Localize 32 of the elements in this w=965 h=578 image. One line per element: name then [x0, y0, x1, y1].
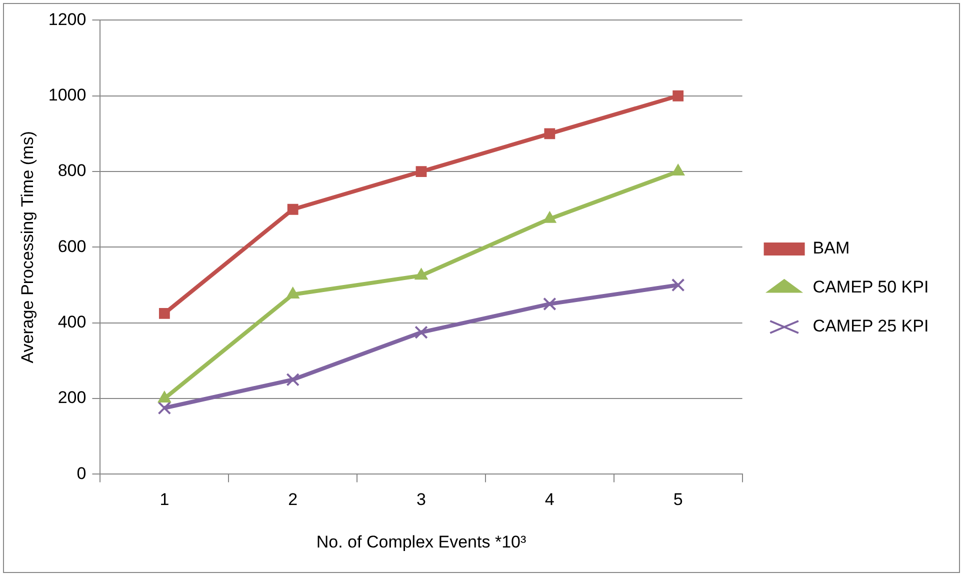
legend-label: BAM [812, 238, 850, 258]
point [158, 401, 172, 415]
point [416, 166, 427, 177]
y-tick-label: 1000 [48, 86, 86, 105]
x-tick-label: 5 [673, 490, 683, 510]
point [414, 268, 428, 280]
point [671, 278, 685, 292]
y-tick-label: 800 [58, 161, 86, 180]
point [672, 90, 684, 102]
point [286, 286, 300, 298]
y-tick-label: 400 [58, 312, 86, 332]
point [543, 297, 556, 311]
x-tick-label: 3 [416, 490, 426, 510]
y-tick-label: 0 [76, 464, 86, 483]
y-axis-title: Average Processing Time (ms) [18, 131, 37, 364]
point [286, 372, 300, 386]
x-tick-label: 1 [160, 490, 170, 510]
y-tick-label: 1200 [48, 10, 86, 29]
point [414, 326, 428, 339]
legend-label: CAMEP 25 KPI [812, 316, 929, 336]
x-axis-title: No. of Complex Events *10³ [316, 532, 526, 552]
y-tick-label: 200 [58, 388, 86, 408]
point [672, 164, 685, 176]
point [158, 308, 170, 319]
point [544, 128, 556, 140]
point [543, 211, 556, 223]
legend-label: CAMEP 50 KPI [812, 278, 929, 297]
x-tick-label: 2 [288, 490, 298, 510]
point [287, 204, 298, 215]
y-tick-label: 600 [58, 236, 86, 256]
point [158, 391, 171, 403]
x-tick-label: 4 [544, 490, 554, 510]
